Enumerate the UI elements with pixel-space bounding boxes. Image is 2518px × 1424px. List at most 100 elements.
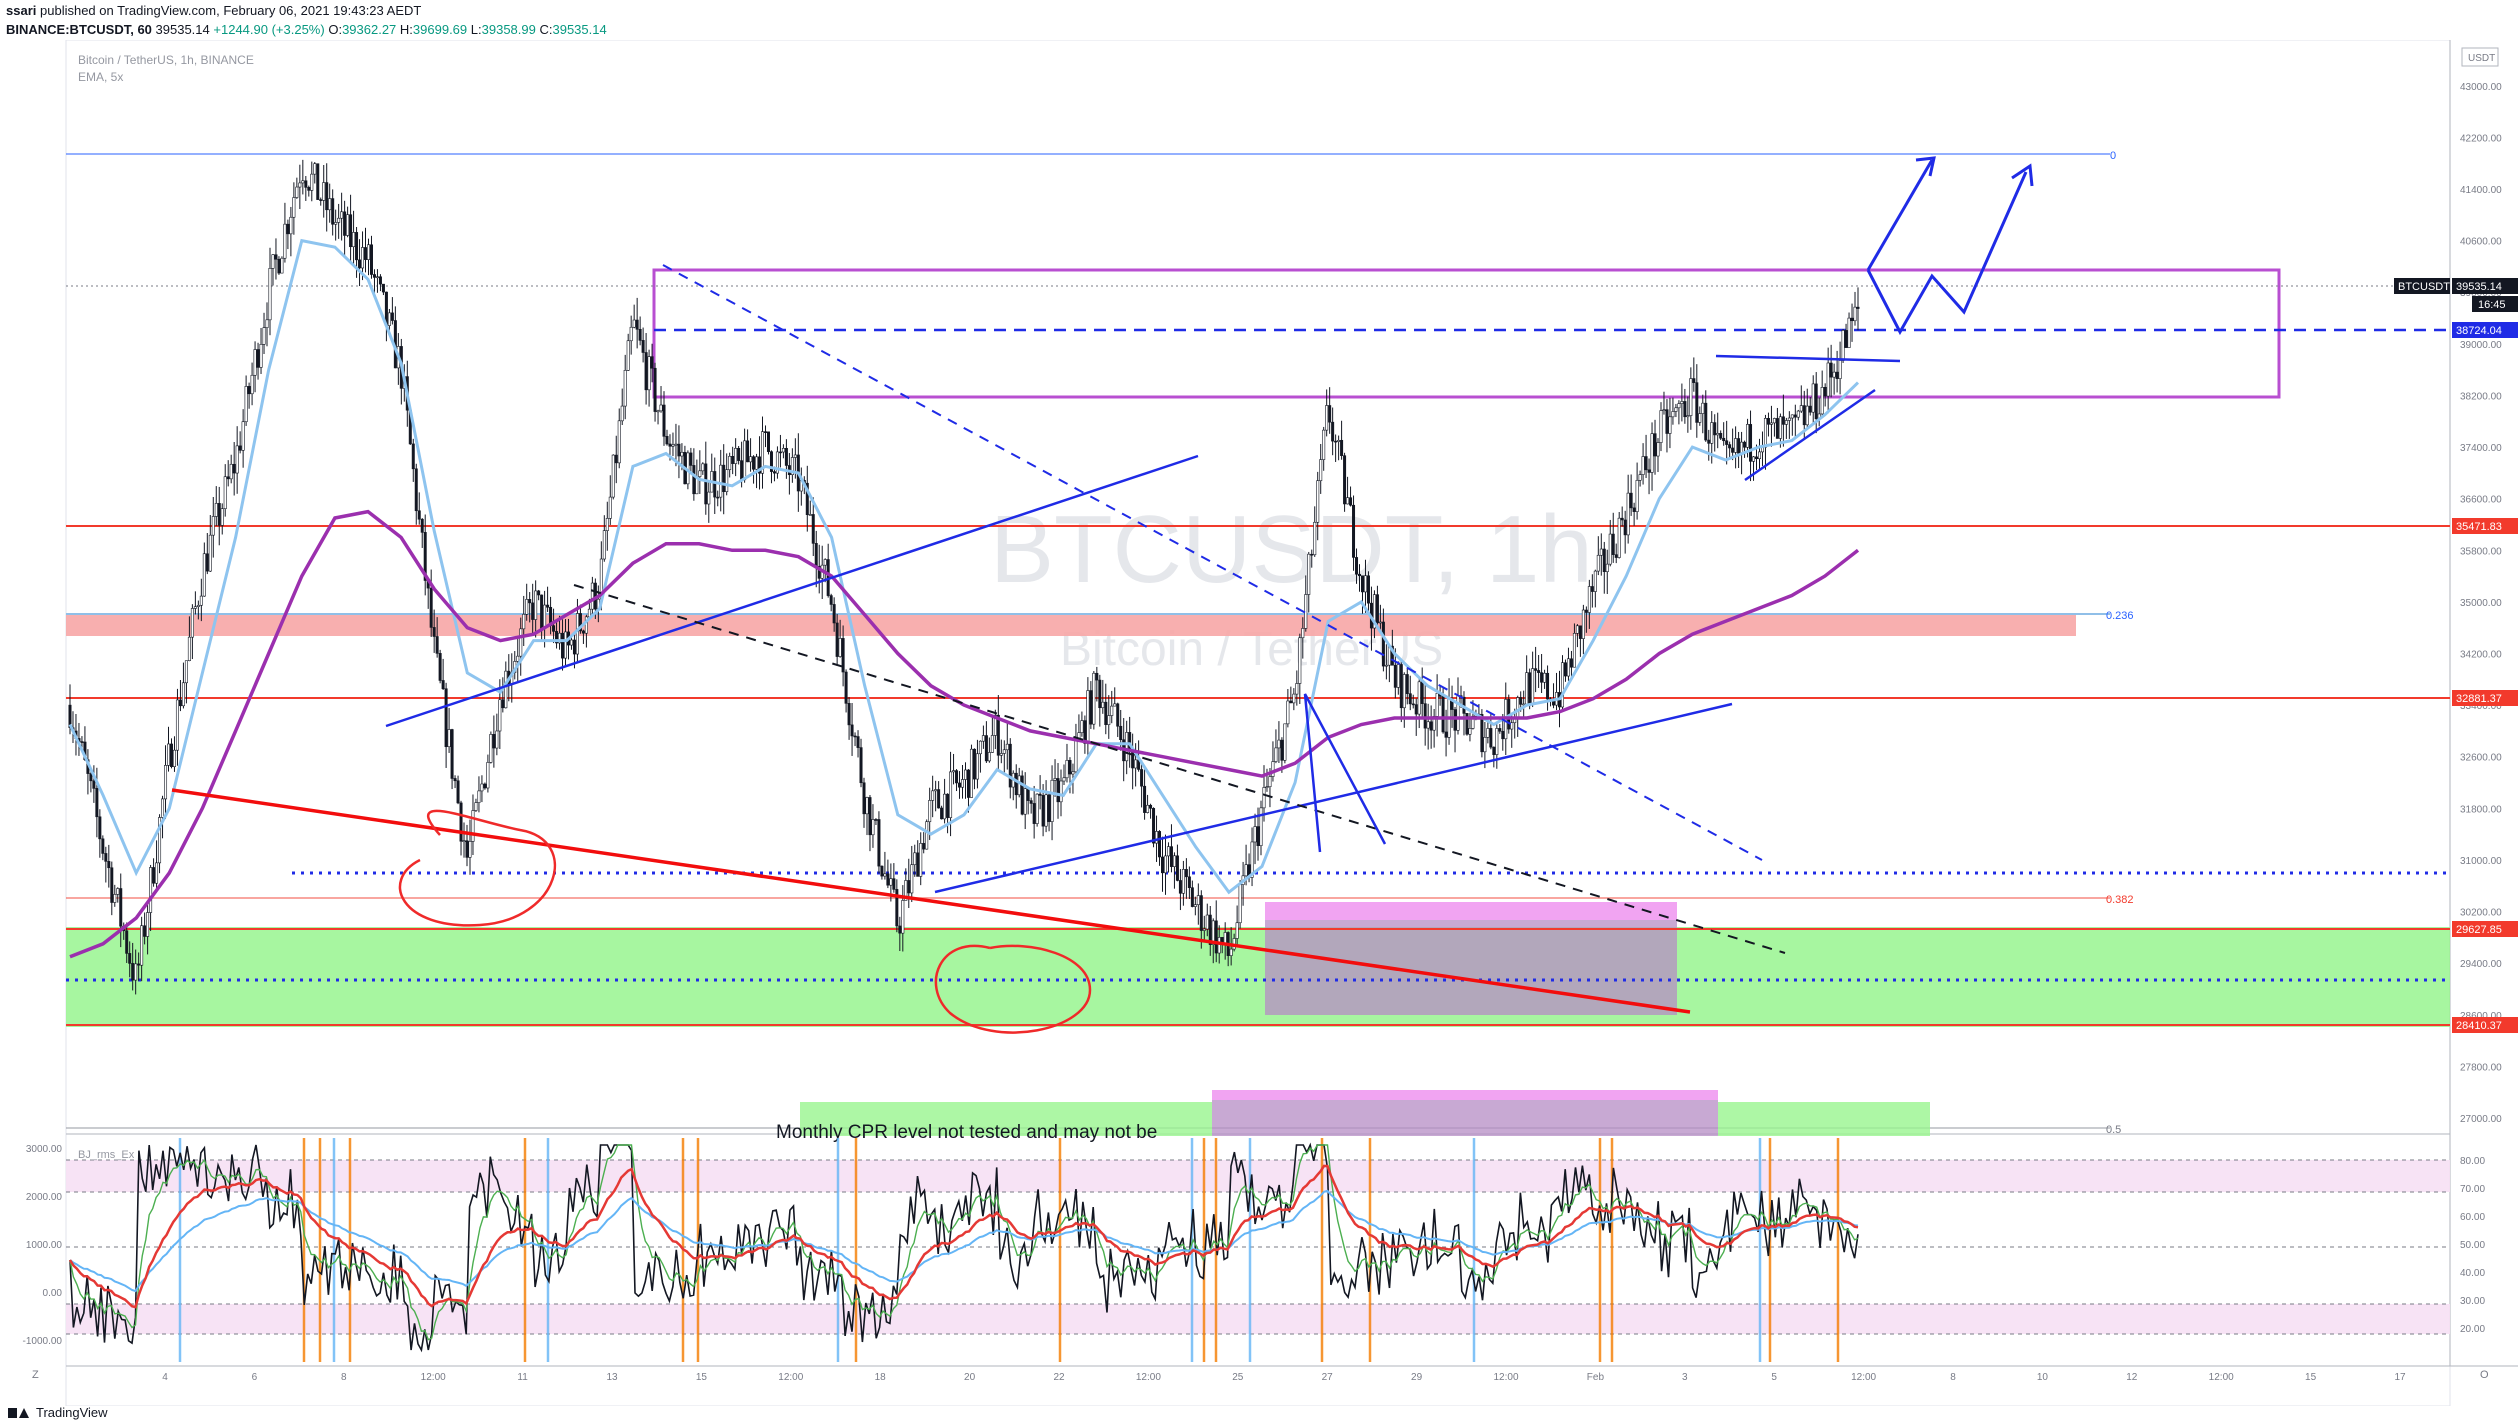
candle-down — [1184, 869, 1188, 878]
candle-down — [1098, 679, 1102, 709]
candle-down — [1489, 728, 1493, 748]
candle-up — [1572, 633, 1576, 668]
candle-up — [1617, 517, 1621, 558]
symbol-line: BINANCE:BTCUSDT, 60 39535.14 +1244.90 (+… — [6, 22, 607, 37]
candle-up — [1086, 690, 1090, 744]
candle-down — [1187, 876, 1191, 888]
candle-down — [635, 319, 639, 330]
candle-down — [1352, 504, 1356, 558]
candle-down — [1390, 645, 1394, 666]
red-tag-1 — [2452, 518, 2518, 534]
candle-down — [101, 838, 105, 854]
blue-level-tag-text: 38724.04 — [2456, 325, 2502, 337]
candle-up — [1531, 668, 1535, 705]
candle-up — [346, 214, 350, 236]
candle-down — [104, 853, 108, 862]
candle-down — [143, 925, 147, 937]
candle-up — [1277, 739, 1281, 749]
candle-up — [1313, 521, 1317, 556]
candle-up — [164, 765, 168, 800]
candle-up — [1656, 442, 1660, 457]
low-value: 39358.99 — [481, 22, 536, 37]
candle-down — [731, 455, 735, 464]
candle-down — [1856, 306, 1860, 309]
flag-bottom-line — [1744, 388, 1876, 482]
time-axis[interactable]: 4 6 8 12:00 11 13 15 12:00 18 20 22 12:00 25 27 29 12:0… — [162, 1372, 2406, 1383]
candle-up — [671, 444, 675, 447]
candle-down — [1590, 586, 1594, 592]
candle-up — [489, 734, 493, 763]
candle-down — [1665, 409, 1669, 434]
candle-down — [1095, 672, 1099, 681]
candle-down — [528, 599, 532, 604]
candle-up — [725, 469, 729, 492]
candle-up — [1510, 722, 1514, 730]
candle-up — [999, 753, 1003, 756]
candle-down — [1256, 826, 1260, 846]
publisher-name[interactable]: ssari — [6, 3, 37, 18]
candle-down — [1602, 548, 1606, 573]
chart-frame[interactable]: BTCUSDT, 1h Bitcoin / TetherUS 0 0.236 0… — [0, 39, 2518, 1407]
candle-down — [1429, 721, 1433, 731]
countdown-tag — [2472, 296, 2518, 312]
candle-up — [486, 762, 490, 789]
candle-up — [1244, 864, 1248, 877]
candle-up — [934, 789, 938, 792]
candle-up — [175, 699, 179, 751]
candle-up — [1575, 625, 1579, 634]
candle-down — [453, 778, 457, 782]
red-tag-1-text: 35471.83 — [2456, 521, 2502, 533]
candle-up — [1113, 703, 1117, 707]
time-axis-tick: 13 — [606, 1372, 618, 1383]
price-axis[interactable]: 43000.0042200.0041400.0040600.0039800.00… — [2460, 82, 2502, 1125]
candle-up — [1253, 826, 1257, 843]
candle-up — [474, 802, 478, 811]
candle-up — [656, 410, 660, 413]
candle-down — [1731, 447, 1735, 453]
candle-up — [1035, 793, 1039, 824]
candle-down — [984, 735, 988, 762]
red-tag-4 — [2452, 1017, 2518, 1033]
candle-down — [483, 783, 487, 789]
candle-up — [611, 454, 615, 498]
candle-up — [1301, 628, 1305, 639]
candle-up — [1125, 732, 1129, 762]
candle-down — [859, 747, 863, 784]
candle-down — [1152, 808, 1156, 844]
candle-up — [462, 840, 466, 843]
price-chart-svg[interactable]: BTCUSDT, 1h Bitcoin / TetherUS 0 0.236 0… — [0, 39, 2518, 1407]
candle-up — [1295, 683, 1299, 695]
osc-right-tick: 50.00 — [2460, 1240, 2485, 1251]
osc-right-tick: 30.00 — [2460, 1296, 2485, 1307]
candle-up — [1516, 697, 1520, 719]
candle-up — [790, 457, 794, 476]
candle-down — [1334, 440, 1338, 443]
candle-up — [1238, 884, 1242, 924]
candle-up — [1259, 807, 1263, 846]
symbol-name: BINANCE:BTCUSDT, 60 — [6, 22, 152, 37]
settings-button[interactable]: O — [2480, 1369, 2489, 1381]
candle-up — [1805, 405, 1809, 426]
candle-down — [1578, 625, 1582, 639]
candle-down — [1632, 507, 1636, 512]
zoom-button[interactable]: Z — [32, 1369, 39, 1381]
currency-button[interactable] — [2461, 47, 2499, 67]
candle-down — [862, 782, 866, 815]
tradingview-logo[interactable]: TradingView — [8, 1405, 108, 1420]
candle-up — [1319, 459, 1323, 482]
candle-down — [492, 734, 496, 749]
candle-down — [128, 953, 132, 964]
fib-label-05: 0.5 — [2106, 1124, 2121, 1136]
candle-up — [1787, 417, 1791, 421]
candle-down — [581, 630, 585, 634]
candle-up — [1101, 701, 1105, 709]
candle-down — [1289, 700, 1293, 704]
candle-up — [680, 451, 684, 457]
candle-up — [1053, 778, 1057, 781]
candle-up — [1050, 779, 1054, 822]
candle-down — [1393, 664, 1397, 688]
candle-down — [874, 819, 878, 821]
candle-down — [286, 223, 290, 235]
candle-down — [1328, 405, 1332, 423]
time-axis-tick: 8 — [1950, 1372, 1956, 1383]
